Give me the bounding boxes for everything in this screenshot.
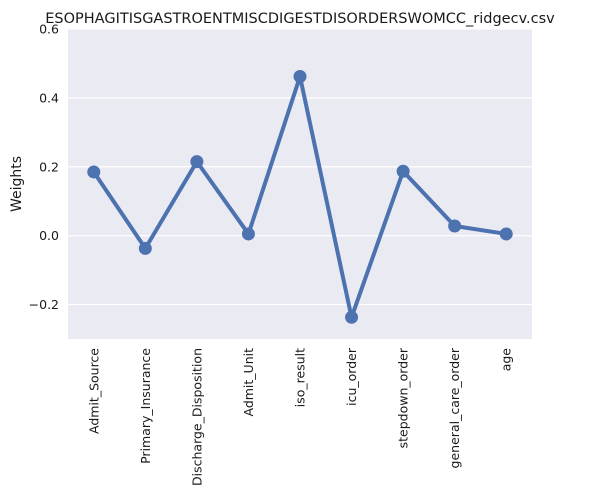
data-point bbox=[293, 70, 307, 84]
chart-title: ESOPHAGITISGASTROENTMISCDIGESTDISORDERSW… bbox=[45, 11, 555, 27]
data-point bbox=[499, 227, 513, 241]
x-tick-label: age bbox=[499, 348, 514, 372]
x-tick-label: general_care_order bbox=[447, 347, 462, 468]
x-tick-label: stepdown_order bbox=[396, 347, 411, 448]
data-point bbox=[138, 241, 152, 255]
y-axis-label: Weights bbox=[9, 156, 25, 212]
x-tick-label: Primary_Insurance bbox=[138, 348, 153, 464]
data-point bbox=[190, 155, 204, 169]
data-points bbox=[87, 70, 513, 324]
data-point bbox=[396, 164, 410, 178]
data-point bbox=[241, 227, 255, 241]
y-tick-labels: −0.2 0.0 0.2 0.4 0.6 bbox=[29, 22, 59, 313]
x-tick-label: iso_result bbox=[293, 348, 308, 407]
y-tick-label: 0.0 bbox=[39, 228, 59, 243]
y-tick-label: 0.6 bbox=[39, 22, 59, 37]
x-tick-label: icu_order bbox=[344, 347, 359, 406]
data-point bbox=[448, 219, 462, 233]
data-point bbox=[87, 165, 101, 179]
y-tick-label: 0.4 bbox=[39, 90, 59, 105]
grid-lines bbox=[68, 28, 532, 306]
x-tick-labels: Admit_Source Primary_Insurance Discharge_D… bbox=[86, 347, 513, 486]
data-point bbox=[345, 310, 359, 324]
y-tick-label: 0.2 bbox=[39, 159, 59, 174]
x-tick-label: Discharge_Disposition bbox=[189, 348, 204, 486]
x-tick-label: Admit_Unit bbox=[241, 348, 256, 417]
x-tick-label: Admit_Source bbox=[86, 348, 101, 434]
y-tick-label: −0.2 bbox=[29, 297, 59, 312]
